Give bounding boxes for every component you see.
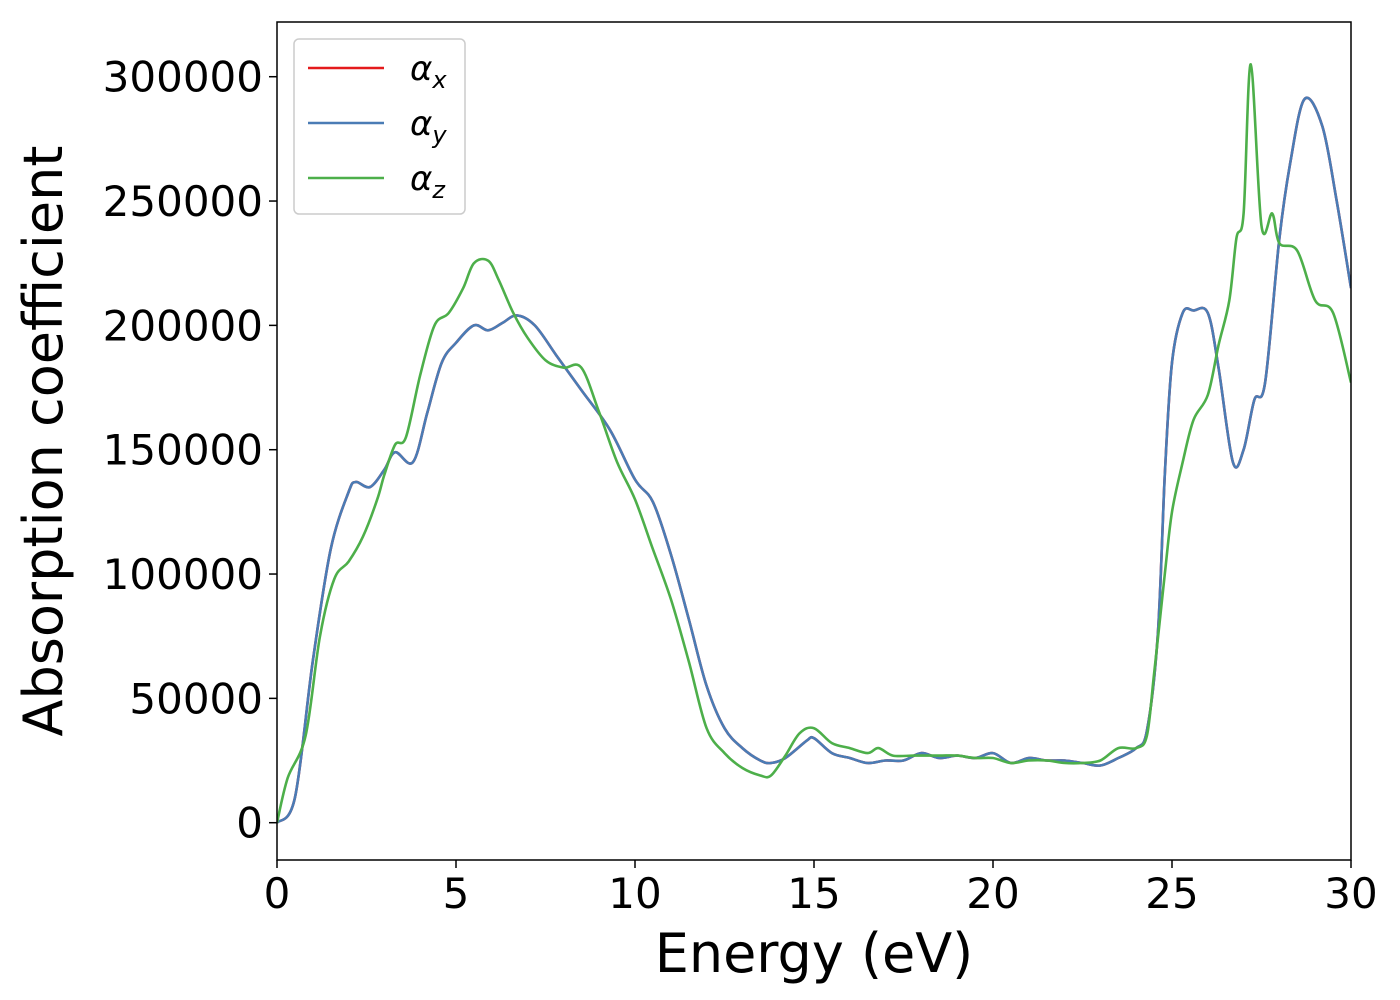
x-tick-label: 10 — [608, 869, 661, 918]
y-tick-label: 250000 — [103, 177, 263, 226]
y-tick-label: 100000 — [103, 550, 263, 599]
series-line-alpha-y — [277, 96, 1351, 824]
x-tick-label: 15 — [787, 869, 840, 918]
y-tick-label: 0 — [236, 799, 263, 848]
series-line-alpha-z — [277, 62, 1351, 824]
legend-label-alpha-y: αy — [410, 104, 447, 149]
y-tick-label: 150000 — [103, 426, 263, 475]
series-layer — [277, 62, 1351, 824]
y-tick-label: 200000 — [103, 301, 263, 350]
y-tick-label: 300000 — [103, 53, 263, 102]
x-tick-label: 30 — [1324, 869, 1377, 918]
legend-label-alpha-x: αx — [410, 49, 447, 94]
x-tick-label: 25 — [1145, 869, 1198, 918]
x-tick-label: 5 — [443, 869, 470, 918]
legend-box — [293, 38, 466, 215]
y-axis: 0 50000 100000 150000 200000 250000 300000 — [103, 53, 277, 848]
legend: αx αy αz — [293, 38, 466, 215]
y-tick-label: 50000 — [129, 674, 263, 723]
x-tick-label: 0 — [264, 869, 291, 918]
x-axis: 0 5 10 15 20 25 30 — [264, 860, 1378, 918]
x-axis-title: Energy (eV) — [655, 922, 974, 985]
legend-label-alpha-z: αz — [410, 159, 446, 204]
y-axis-title: Absorption coefficient — [12, 146, 75, 737]
x-tick-label: 20 — [966, 869, 1019, 918]
